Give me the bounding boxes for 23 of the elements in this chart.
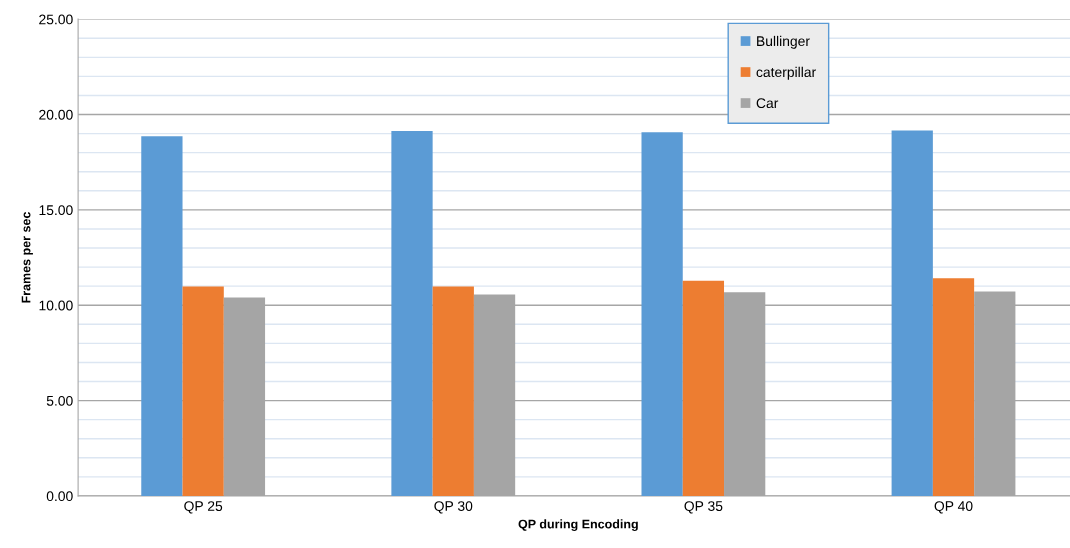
bar	[641, 132, 683, 496]
legend-label: Car	[756, 98, 779, 109]
bar	[932, 278, 975, 496]
y-tick-label: 25.00	[39, 14, 73, 25]
legend-label: Bullinger	[757, 35, 810, 49]
y-axis-title: Frames per sec	[21, 212, 33, 303]
x-tick-label: QP 30	[434, 501, 473, 514]
x-tick-label: QP 40	[934, 501, 973, 514]
bar	[391, 130, 433, 496]
y-tick-label: 15.00	[39, 205, 73, 216]
y-tick-label: 0.00	[46, 491, 73, 502]
x-axis-title: QP during Encoding	[518, 519, 638, 532]
bar	[182, 286, 224, 496]
bar	[141, 136, 183, 496]
y-tick-label: 5.00	[46, 395, 73, 406]
x-tick-label: QP 25	[184, 501, 223, 514]
bar	[891, 130, 933, 496]
x-tick-label: QP 35	[684, 501, 723, 514]
y-tick-label: 20.00	[39, 109, 73, 120]
bar	[682, 280, 725, 496]
bar	[432, 286, 474, 496]
y-tick-label: 10.00	[39, 300, 73, 311]
legend-label: caterpillar	[756, 66, 816, 80]
